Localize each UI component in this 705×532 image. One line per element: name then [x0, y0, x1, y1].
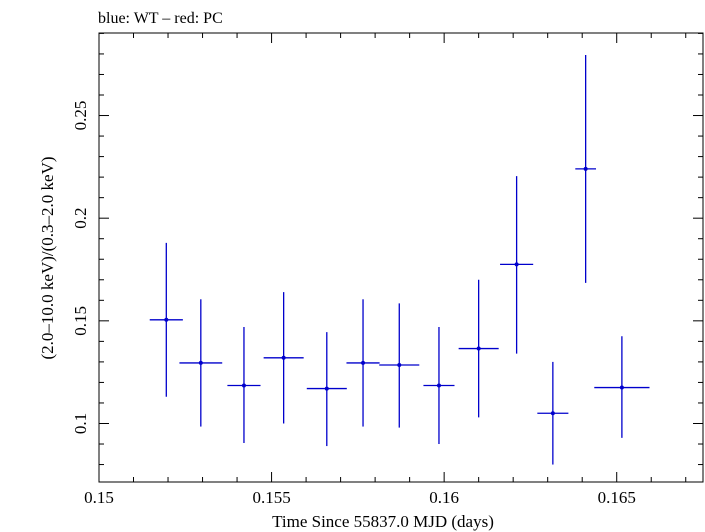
point-marker: [514, 262, 519, 267]
y-tick-label: 0.25: [71, 101, 90, 131]
x-tick-label: 0.165: [598, 488, 636, 507]
point-marker: [164, 317, 169, 322]
x-tick-label: 0.155: [252, 488, 290, 507]
point-marker: [198, 360, 203, 365]
x-tick-labels: 0.15 0.155 0.16 0.165: [84, 488, 636, 507]
data-point: [575, 54, 597, 283]
data-point: [346, 299, 380, 427]
point-marker: [281, 355, 286, 360]
data-point: [263, 292, 304, 424]
data-point: [594, 336, 650, 438]
y-axis-label: (2.0–10.0 keV)/(0.3–2.0 keV): [38, 156, 57, 359]
data-point: [179, 299, 223, 427]
data-point: [458, 279, 499, 418]
point-marker: [241, 383, 246, 388]
data-points: [149, 54, 650, 465]
point-marker: [397, 362, 402, 367]
y-tick-labels: 0.1 0.15 0.2 0.25: [71, 101, 90, 434]
data-point: [537, 361, 569, 465]
point-marker: [619, 385, 624, 390]
data-point: [379, 303, 420, 428]
point-marker: [361, 360, 366, 365]
chart-title: blue: WT – red: PC: [98, 10, 223, 27]
y-tick-label: 0.1: [71, 413, 90, 434]
point-marker: [583, 166, 588, 171]
point-marker: [436, 383, 441, 388]
point-marker: [324, 386, 329, 391]
x-tick-label: 0.16: [429, 488, 459, 507]
axis-ticks: [98, 32, 703, 482]
data-point: [423, 326, 455, 445]
y-tick-label: 0.15: [71, 306, 90, 336]
point-marker: [476, 346, 481, 351]
x-axis-label: Time Since 55837.0 MJD (days): [272, 512, 494, 531]
data-point: [149, 242, 183, 397]
data-point: [227, 326, 261, 443]
data-point: [306, 332, 347, 447]
x-tick-label: 0.15: [84, 488, 114, 507]
point-marker: [550, 411, 555, 416]
data-point: [500, 176, 534, 354]
y-tick-label: 0.2: [71, 208, 90, 229]
plot-frame: [98, 32, 704, 483]
